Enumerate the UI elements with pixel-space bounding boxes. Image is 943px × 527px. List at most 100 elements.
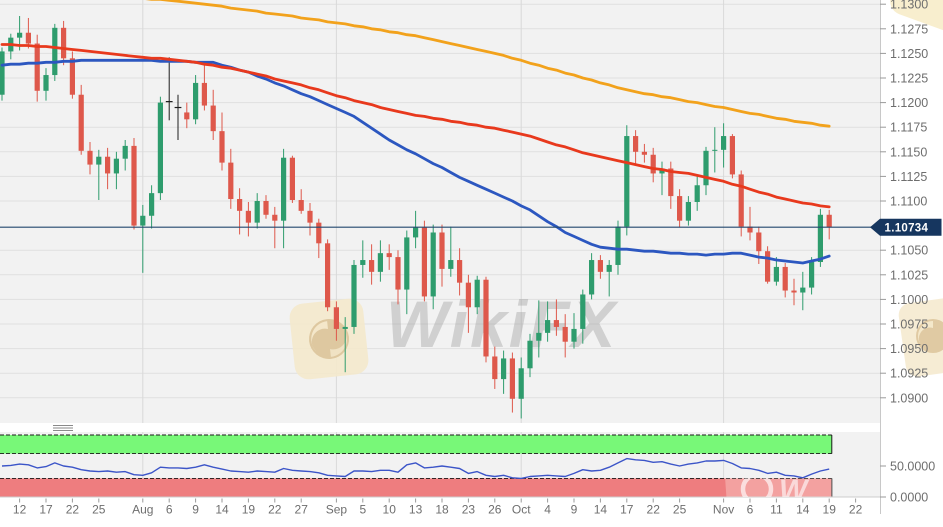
candle bbox=[624, 125, 630, 236]
candle bbox=[201, 63, 207, 111]
candle bbox=[316, 218, 322, 259]
candle bbox=[545, 301, 551, 342]
watermark-center: WikiFX bbox=[289, 287, 617, 380]
price-tick-label: 1.1125 bbox=[890, 170, 927, 184]
date-label: 22 bbox=[647, 503, 661, 517]
indicator-upper-label: 50.0000 bbox=[890, 460, 935, 474]
date-label: 9 bbox=[571, 503, 578, 517]
candle bbox=[333, 301, 339, 341]
candle bbox=[325, 239, 331, 312]
date-label: 27 bbox=[295, 503, 309, 517]
candle bbox=[307, 202, 313, 236]
candle bbox=[571, 313, 577, 349]
date-label: 5 bbox=[359, 503, 366, 517]
candle bbox=[668, 161, 674, 209]
candle bbox=[641, 143, 647, 163]
candle bbox=[773, 257, 779, 286]
candle bbox=[281, 148, 287, 249]
candle bbox=[633, 130, 639, 164]
candle bbox=[413, 210, 419, 249]
candle bbox=[351, 260, 357, 334]
date-label: 17 bbox=[39, 503, 53, 517]
candle bbox=[694, 176, 700, 211]
candle bbox=[738, 170, 744, 237]
candle bbox=[263, 195, 269, 219]
date-label: 25 bbox=[92, 503, 106, 517]
candle bbox=[562, 314, 568, 358]
candle bbox=[360, 240, 366, 278]
candle bbox=[430, 224, 436, 310]
date-label: 26 bbox=[488, 503, 502, 517]
candle bbox=[184, 102, 190, 129]
price-tick-label: 1.1100 bbox=[890, 195, 927, 209]
candle bbox=[703, 146, 709, 196]
price-tick-label: 1.0950 bbox=[890, 342, 928, 356]
indicator-tick-labels: 50.0000 0.0000 bbox=[880, 460, 935, 505]
candle bbox=[580, 289, 586, 344]
right-axis[interactable]: 1.1300 1.1275 1.1250 1.1225 1.1200 1.1175 1.11… bbox=[870, 0, 943, 514]
candle bbox=[809, 257, 815, 295]
price-tick-label: 1.1250 bbox=[890, 47, 928, 61]
candle bbox=[69, 51, 75, 99]
candle bbox=[43, 68, 49, 101]
candle bbox=[659, 161, 665, 196]
candle bbox=[615, 220, 621, 275]
date-label: 14 bbox=[594, 503, 608, 517]
oversold-band bbox=[0, 478, 832, 497]
price-tick-label: 1.1000 bbox=[890, 293, 928, 307]
indicator-bands bbox=[0, 434, 833, 498]
date-label: 18 bbox=[435, 503, 449, 517]
price-tick-labels: 1.1300 1.1275 1.1250 1.1225 1.1200 1.1175 1.11… bbox=[880, 0, 928, 405]
candle bbox=[492, 346, 498, 389]
date-label: 12 bbox=[13, 503, 27, 517]
indicator-lower-label: 0.0000 bbox=[890, 491, 928, 505]
price-tick-label: 1.1275 bbox=[890, 22, 928, 36]
date-label: 4 bbox=[544, 503, 551, 517]
candle bbox=[457, 248, 463, 296]
candle bbox=[782, 262, 788, 298]
candle bbox=[404, 230, 410, 315]
ma-medium-red-line bbox=[0, 43, 831, 209]
main-plot-area[interactable] bbox=[0, 0, 880, 423]
watermark-right-mid bbox=[898, 297, 943, 377]
date-label: 23 bbox=[462, 503, 476, 517]
candle bbox=[174, 94, 182, 140]
watermark-bottom-right: W bbox=[725, 478, 832, 497]
date-label: 22 bbox=[849, 503, 863, 517]
candle bbox=[606, 260, 612, 297]
date-label: 6 bbox=[166, 503, 173, 517]
oscillator-line bbox=[1, 457, 830, 480]
watermark-logo bbox=[289, 298, 369, 380]
date-label: 19 bbox=[242, 503, 256, 517]
candle bbox=[140, 204, 146, 273]
candle bbox=[105, 147, 111, 190]
ma-fast-blue-line bbox=[0, 58, 831, 265]
candle bbox=[96, 149, 102, 201]
candle bbox=[228, 148, 234, 209]
candle bbox=[52, 23, 58, 81]
panel-splitter[interactable] bbox=[0, 423, 880, 432]
splitter-handle[interactable] bbox=[53, 424, 73, 432]
price-tick-label: 1.1050 bbox=[890, 244, 928, 258]
candle bbox=[298, 189, 304, 214]
candle bbox=[122, 139, 128, 171]
candle bbox=[87, 141, 93, 175]
bottom-axis[interactable]: 12 17 22 25 Aug 6 9 14 19 22 27 Sep 5 10 13 18 23 26 Oct 4 9… bbox=[13, 498, 863, 517]
candle bbox=[254, 193, 260, 229]
price-tick-label: 1.0900 bbox=[890, 391, 928, 405]
date-label: 14 bbox=[215, 503, 229, 517]
candle bbox=[765, 246, 771, 284]
candle bbox=[245, 201, 251, 237]
moving-averages-layer bbox=[0, 0, 831, 265]
candle bbox=[25, 17, 31, 49]
candle bbox=[439, 224, 445, 287]
price-tick-label: 1.1175 bbox=[890, 121, 927, 135]
candle bbox=[501, 350, 507, 394]
date-label: Oct bbox=[512, 503, 531, 517]
candle bbox=[826, 209, 832, 240]
current-price-tag-value: 1.10734 bbox=[885, 223, 929, 235]
date-label: 6 bbox=[747, 503, 754, 517]
candle bbox=[536, 300, 542, 358]
